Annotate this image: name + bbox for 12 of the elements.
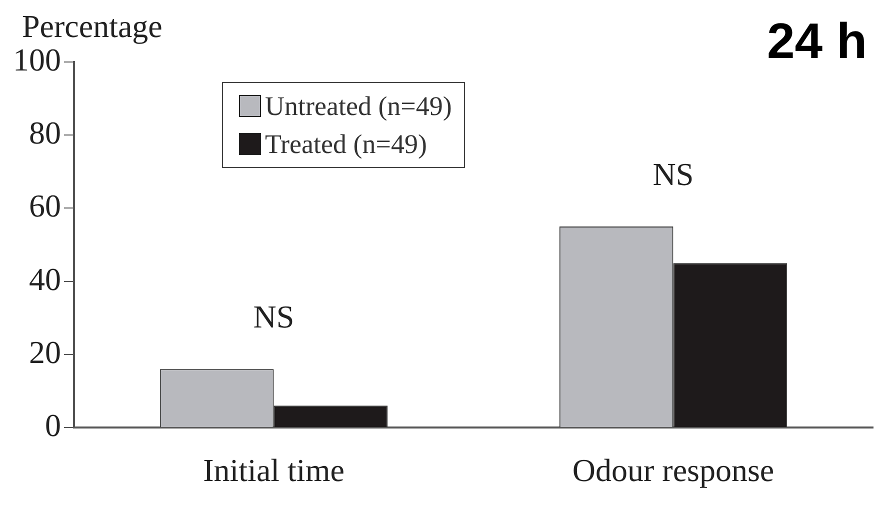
y-tick-label: 80 bbox=[29, 114, 61, 151]
annotation: NS bbox=[652, 156, 694, 192]
x-tick-label: Odour response bbox=[572, 452, 774, 488]
y-tick-label: 0 bbox=[45, 407, 61, 444]
y-tick-label: 20 bbox=[29, 334, 61, 370]
y-tick-label: 60 bbox=[29, 188, 61, 224]
annotation: NS bbox=[253, 298, 294, 335]
x-tick-label: Initial time bbox=[203, 452, 344, 488]
y-tick-label: 40 bbox=[29, 260, 61, 297]
legend-label: Treated (n=49) bbox=[265, 128, 427, 160]
legend-label: Untreated (n=49) bbox=[265, 90, 452, 122]
chart-title: 24 h bbox=[766, 12, 867, 70]
